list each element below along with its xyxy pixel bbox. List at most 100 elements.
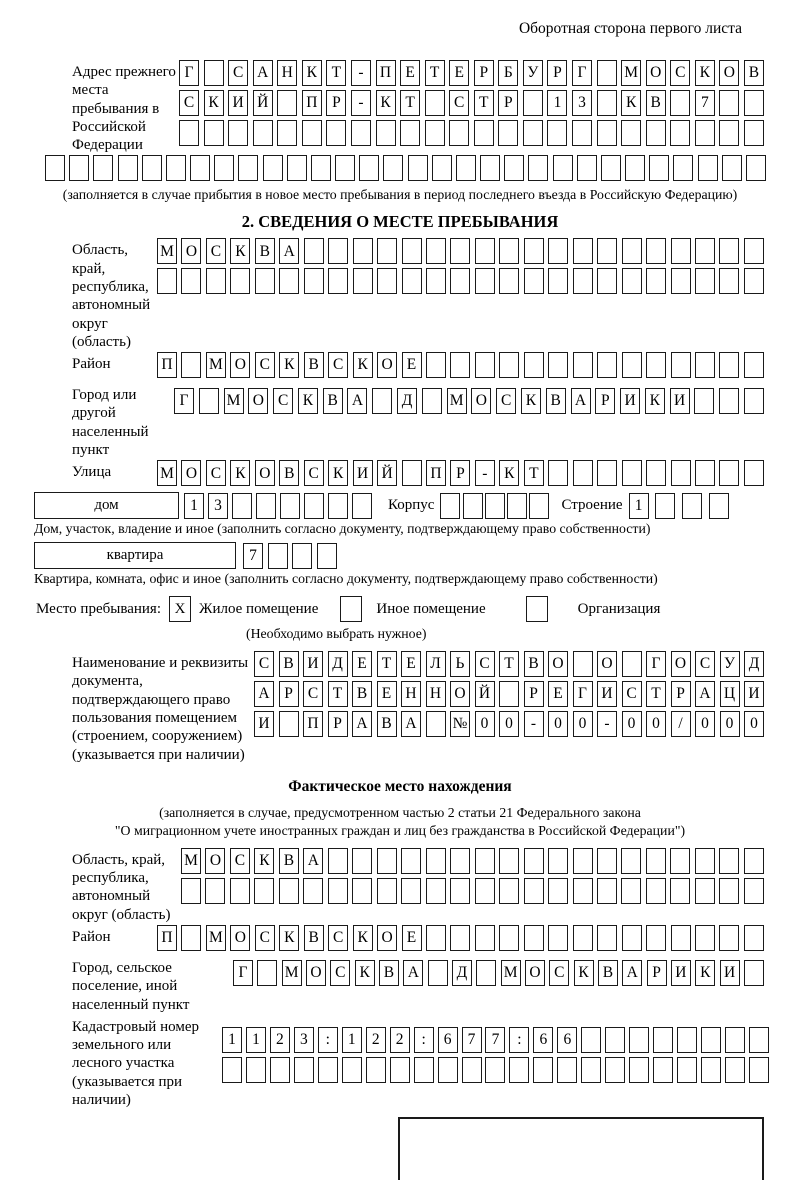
char-box[interactable]: К bbox=[301, 60, 322, 86]
char-box[interactable] bbox=[352, 492, 372, 519]
char-box[interactable]: Й bbox=[252, 90, 273, 116]
char-box[interactable]: 6 bbox=[437, 1026, 458, 1053]
char-box[interactable]: С bbox=[229, 847, 250, 874]
char-box[interactable]: С bbox=[328, 924, 349, 951]
char-box[interactable]: О bbox=[719, 60, 740, 86]
char-box[interactable] bbox=[499, 924, 520, 951]
char-box[interactable] bbox=[719, 352, 740, 379]
char-box[interactable] bbox=[725, 1026, 746, 1053]
char-box[interactable]: М bbox=[157, 460, 177, 487]
char-box[interactable] bbox=[708, 492, 729, 519]
char-box[interactable] bbox=[141, 155, 162, 182]
char-box[interactable] bbox=[743, 460, 764, 487]
char-box[interactable] bbox=[352, 268, 373, 295]
char-box[interactable] bbox=[701, 1026, 722, 1053]
char-box[interactable] bbox=[572, 120, 592, 146]
char-box[interactable] bbox=[743, 268, 764, 295]
char-box[interactable] bbox=[431, 155, 452, 182]
char-box[interactable]: Т bbox=[376, 651, 397, 678]
char-box[interactable]: Г bbox=[179, 60, 199, 86]
char-box[interactable]: В bbox=[645, 90, 666, 116]
char-box[interactable] bbox=[646, 238, 667, 265]
char-box[interactable]: 6 bbox=[557, 1026, 578, 1053]
char-box[interactable]: К bbox=[499, 460, 520, 487]
char-box[interactable] bbox=[474, 352, 495, 379]
char-box[interactable] bbox=[748, 1056, 769, 1083]
char-box[interactable] bbox=[230, 268, 251, 295]
char-box[interactable]: В bbox=[597, 959, 618, 986]
char-box[interactable]: Е bbox=[401, 352, 422, 379]
char-box[interactable] bbox=[292, 542, 313, 569]
char-box[interactable]: - bbox=[597, 711, 617, 738]
char-box[interactable]: 1 bbox=[341, 1026, 362, 1053]
char-box[interactable] bbox=[425, 352, 446, 379]
char-box[interactable]: 3 bbox=[572, 90, 592, 116]
char-box[interactable] bbox=[522, 90, 543, 116]
char-box[interactable]: О bbox=[181, 460, 202, 487]
char-box[interactable] bbox=[548, 877, 569, 904]
char-box[interactable] bbox=[605, 1056, 626, 1083]
char-box[interactable] bbox=[670, 924, 691, 951]
char-box[interactable]: С bbox=[205, 238, 226, 265]
char-box[interactable] bbox=[596, 877, 617, 904]
char-box[interactable] bbox=[694, 924, 715, 951]
char-box[interactable] bbox=[316, 542, 337, 569]
char-box[interactable]: П bbox=[375, 60, 396, 86]
char-box[interactable]: К bbox=[279, 352, 300, 379]
char-box[interactable] bbox=[605, 1026, 626, 1053]
char-box[interactable] bbox=[401, 847, 422, 874]
char-box[interactable] bbox=[621, 651, 642, 678]
char-box[interactable] bbox=[278, 711, 299, 738]
char-box[interactable] bbox=[670, 847, 691, 874]
char-box[interactable] bbox=[581, 1026, 602, 1053]
char-box[interactable]: Н bbox=[277, 60, 298, 86]
char-box[interactable] bbox=[572, 877, 593, 904]
char-box[interactable]: Е bbox=[401, 924, 422, 951]
char-box[interactable] bbox=[694, 877, 715, 904]
char-box[interactable] bbox=[743, 120, 764, 146]
char-box[interactable]: А bbox=[570, 388, 591, 415]
char-box[interactable]: О bbox=[230, 352, 251, 379]
char-box[interactable] bbox=[476, 959, 497, 986]
char-box[interactable]: Н bbox=[425, 681, 446, 708]
char-box[interactable] bbox=[359, 155, 380, 182]
char-box[interactable] bbox=[228, 120, 249, 146]
char-box[interactable] bbox=[719, 238, 740, 265]
char-box[interactable] bbox=[254, 877, 275, 904]
char-box[interactable] bbox=[719, 460, 740, 487]
checkbox-other-premises[interactable] bbox=[340, 596, 363, 623]
char-box[interactable] bbox=[203, 120, 224, 146]
char-box[interactable] bbox=[596, 847, 617, 874]
char-box[interactable]: Р bbox=[327, 711, 348, 738]
char-box[interactable] bbox=[376, 847, 397, 874]
char-box[interactable]: 1 bbox=[184, 492, 204, 519]
char-box[interactable] bbox=[303, 238, 324, 265]
char-box[interactable]: Т bbox=[424, 60, 445, 86]
char-box[interactable]: С bbox=[328, 352, 349, 379]
char-box[interactable]: С bbox=[303, 460, 324, 487]
char-box[interactable] bbox=[673, 155, 694, 182]
char-box[interactable]: И bbox=[620, 388, 641, 415]
char-box[interactable]: О bbox=[377, 352, 398, 379]
char-box[interactable]: С bbox=[621, 681, 642, 708]
char-box[interactable]: Т bbox=[326, 60, 347, 86]
char-box[interactable] bbox=[621, 847, 642, 874]
char-box[interactable]: С bbox=[496, 388, 517, 415]
char-box[interactable]: С bbox=[254, 651, 274, 678]
char-box[interactable] bbox=[677, 1056, 698, 1083]
char-box[interactable] bbox=[670, 352, 691, 379]
char-box[interactable] bbox=[572, 238, 593, 265]
char-box[interactable] bbox=[743, 238, 764, 265]
char-box[interactable] bbox=[327, 847, 348, 874]
char-box[interactable] bbox=[694, 120, 715, 146]
char-box[interactable]: 1 bbox=[222, 1026, 242, 1053]
char-box[interactable] bbox=[621, 460, 642, 487]
char-box[interactable] bbox=[440, 492, 461, 519]
char-box[interactable]: Т bbox=[473, 90, 494, 116]
char-box[interactable]: О bbox=[645, 60, 666, 86]
char-box[interactable]: К bbox=[520, 388, 541, 415]
char-box[interactable]: К bbox=[354, 959, 375, 986]
char-box[interactable]: Г bbox=[646, 651, 666, 678]
char-box[interactable]: Й bbox=[474, 681, 495, 708]
char-box[interactable] bbox=[474, 268, 495, 295]
